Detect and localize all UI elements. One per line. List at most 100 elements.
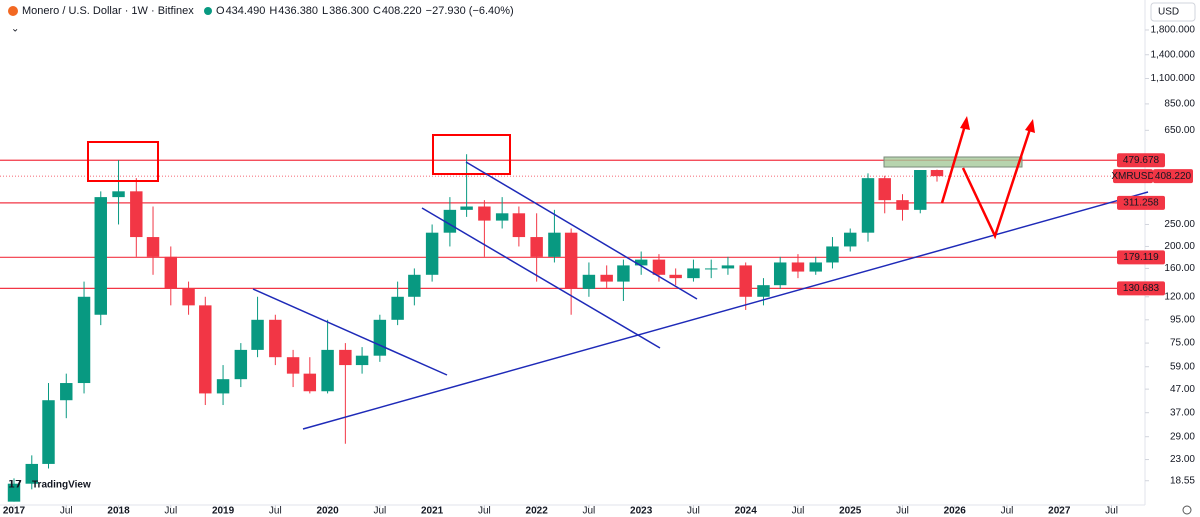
- last-price-tag: [1153, 169, 1193, 184]
- price-level-tag: [1117, 250, 1165, 265]
- legend-change: −27.930 (−6.40%): [426, 5, 514, 17]
- y-tick-label: 75.00: [1170, 338, 1195, 349]
- x-tick-label: Jul: [269, 506, 282, 517]
- candle-body: [704, 268, 718, 270]
- highlight-box: [87, 141, 159, 182]
- candle-body: [7, 483, 21, 502]
- settings-icon[interactable]: [1182, 505, 1192, 515]
- candle-body: [303, 373, 317, 392]
- candle-body: [669, 274, 682, 279]
- candle-body: [182, 288, 195, 306]
- candle-body: [530, 237, 543, 257]
- last-price-label: 408.220: [1155, 171, 1192, 182]
- watermark: TradingView: [32, 480, 91, 491]
- legend-key: L: [322, 5, 328, 17]
- chart-title: Monero / U.S. Dollar · 1W · Bitfinex: [22, 5, 194, 17]
- y-tick-label: 650.00: [1164, 125, 1195, 136]
- price-level-label: 479.678: [1123, 155, 1160, 166]
- price-level-tag: [1117, 281, 1165, 296]
- price-level-label: 179.119: [1123, 252, 1159, 263]
- candle-body: [234, 349, 248, 380]
- candle-body: [112, 191, 125, 198]
- candle-body: [739, 265, 752, 297]
- trend-line: [465, 161, 698, 300]
- candle-body: [634, 259, 648, 266]
- candle-body: [757, 285, 770, 297]
- candle-body: [617, 265, 630, 282]
- axis-overlay: 18.55 23.00 29.00 37.00 47.00 59.00 75.00 95.00…: [3, 25, 1196, 517]
- x-tick-label: 2022: [526, 506, 549, 517]
- y-tick-label: 1,400.000: [1151, 49, 1196, 60]
- x-tick-label: Jul: [1105, 506, 1118, 517]
- arrow: [940, 121, 968, 204]
- arrow: [961, 125, 1033, 240]
- currency-label: USD: [1158, 7, 1179, 18]
- y-tick-label: 1,100.000: [1151, 73, 1196, 84]
- x-tick-label: Jul: [373, 506, 386, 517]
- trend-line: [252, 288, 448, 376]
- candle-body: [94, 197, 107, 315]
- candle-body: [77, 296, 91, 384]
- candle-body: [826, 246, 839, 263]
- candle-body: [844, 232, 857, 247]
- candle-body: [425, 232, 439, 275]
- y-tick-label: 29.00: [1170, 431, 1195, 442]
- price-level-tag: [1117, 153, 1165, 168]
- candle-body: [548, 232, 561, 257]
- x-tick-label: 2026: [944, 506, 967, 517]
- candle-body: [391, 296, 404, 320]
- y-tick-label: 120.00: [1164, 291, 1195, 302]
- y-tick-label: 95.00: [1170, 314, 1195, 325]
- candle-body: [216, 379, 230, 394]
- x-tick-label: 2019: [212, 506, 235, 517]
- x-tick-label: Jul: [164, 506, 177, 517]
- price-level-tag: [1117, 195, 1165, 210]
- x-tick-label: Jul: [687, 506, 700, 517]
- candle-body: [130, 191, 143, 238]
- x-tick-label: Jul: [478, 506, 491, 517]
- status-dot: [204, 7, 212, 15]
- candle-body: [164, 256, 178, 289]
- arrow-head: [960, 116, 970, 130]
- x-tick-label: 2018: [107, 506, 130, 517]
- candle-body: [791, 262, 805, 272]
- watermark-logo: 𝟭𝟳: [8, 480, 22, 491]
- y-tick-label: 850.00: [1164, 99, 1195, 110]
- y-tick-label: 18.55: [1170, 475, 1195, 486]
- candle-body: [809, 262, 822, 272]
- y-tick-label: 160.00: [1164, 263, 1195, 274]
- x-tick-label: Jul: [792, 506, 805, 517]
- candle-body: [878, 178, 891, 201]
- collapse-icon[interactable]: ⌄: [11, 24, 19, 35]
- candle-body: [251, 319, 264, 350]
- legend-value: 434.490: [226, 5, 266, 17]
- candle-body: [721, 265, 735, 269]
- y-tick-label: 37.00: [1170, 407, 1195, 418]
- ohlc-legend: O 434.490 H 436.380 L 386.300 C 408.220 −27.930 …: [216, 5, 514, 17]
- candle-body: [512, 213, 526, 238]
- candle-body: [896, 200, 909, 210]
- y-tick-label: 23.00: [1170, 454, 1195, 465]
- symbol-logo: [8, 6, 18, 16]
- candle-body: [582, 274, 596, 289]
- currency-button[interactable]: [1150, 2, 1196, 22]
- candle-body: [478, 206, 491, 221]
- candle-body: [861, 178, 875, 233]
- candle-body: [42, 400, 55, 464]
- x-tick-label: Jul: [60, 506, 73, 517]
- candle-body: [460, 206, 473, 210]
- annotations: [87, 116, 1149, 430]
- candle-body: [652, 259, 666, 275]
- candle-body: [564, 232, 578, 289]
- price-level-label: 130.683: [1123, 283, 1160, 294]
- symbol-label: XMRUSD: [1111, 171, 1154, 182]
- x-tick-label: Jul: [1001, 506, 1014, 517]
- y-tick-label: 59.00: [1170, 361, 1195, 372]
- candle-body: [773, 262, 787, 286]
- legend-value: 436.380: [278, 5, 318, 17]
- y-tick-label: 200.00: [1164, 241, 1195, 252]
- candle-body: [355, 355, 369, 366]
- x-tick-label: 2023: [630, 506, 653, 517]
